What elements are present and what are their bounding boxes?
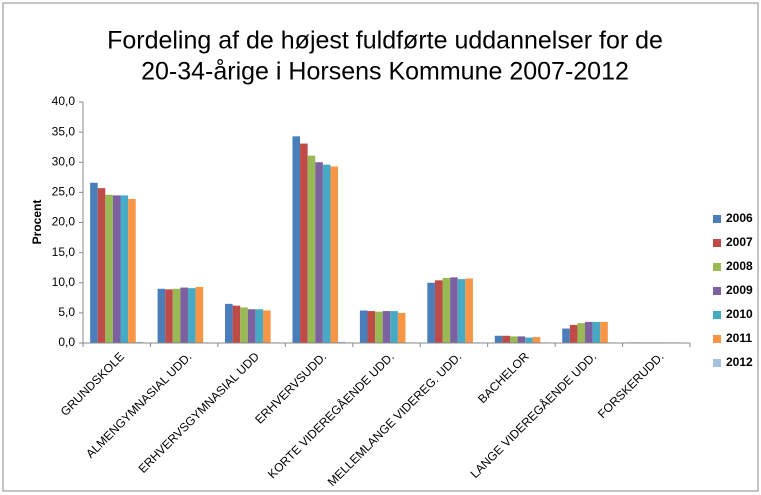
x-tick-label: KORTE VIDEREGÅENDE UDD. [264, 349, 397, 482]
y-tick-label: 30,0 [52, 154, 76, 168]
legend-swatch [713, 311, 721, 319]
bar [502, 335, 510, 343]
bar [525, 337, 533, 343]
bar [97, 188, 106, 343]
legend-label: 2011 [726, 331, 752, 345]
bar [330, 166, 339, 343]
y-tick-label: 25,0 [52, 185, 76, 199]
legend-swatch [713, 359, 721, 367]
x-tick-label: GRUNDSKOLE [58, 349, 127, 418]
x-tick-label: ERHVERVSUDD. [252, 349, 329, 426]
bar [465, 278, 473, 343]
legend-swatch [713, 335, 721, 343]
bar [450, 277, 458, 343]
y-tick-label: 0,0 [58, 335, 75, 349]
bar [232, 305, 241, 343]
bar [509, 336, 518, 343]
x-tick-label: MELLEMLANGE VIDEREG. UDD. [325, 349, 465, 489]
legend-label: 2008 [726, 259, 753, 273]
legend-swatch [713, 239, 721, 247]
bar [494, 335, 503, 343]
bar [247, 309, 256, 343]
bar [569, 324, 578, 343]
bar [180, 287, 188, 343]
bar [300, 143, 308, 343]
chart-title: 20-34-årige i Horsens Kommune 2007-2012 [141, 58, 629, 86]
y-tick-label: 15,0 [52, 245, 76, 259]
bar [112, 195, 121, 343]
x-tick-label: FORSKERUDD. [595, 349, 667, 421]
legend-label: 2007 [726, 235, 753, 249]
bar [442, 277, 451, 343]
y-tick-label: 5,0 [58, 305, 75, 319]
bar [315, 162, 323, 343]
bar [240, 307, 248, 343]
x-tick-label: LANGE VIDEREGÅENDE UDD. [467, 349, 599, 481]
bar [195, 286, 204, 343]
bar [382, 311, 391, 343]
legend-label: 2006 [726, 211, 753, 225]
bar [90, 182, 98, 343]
bar [322, 164, 331, 343]
chart-title: Fordeling af de højest fuldførte uddanne… [107, 27, 663, 55]
bar [120, 195, 129, 343]
bar [592, 321, 601, 343]
legend-label: 2012 [726, 355, 753, 369]
bar [367, 311, 376, 343]
bar [105, 194, 113, 343]
bar [307, 155, 316, 343]
bar [427, 282, 435, 343]
bar [165, 289, 173, 343]
y-tick-label: 35,0 [52, 124, 76, 138]
bar [338, 341, 346, 343]
bar [457, 279, 466, 343]
legend-swatch [713, 215, 721, 223]
y-tick-label: 10,0 [52, 275, 76, 289]
y-axis-label: Procent [30, 200, 44, 245]
y-tick-label: 40,0 [52, 94, 76, 108]
bar [600, 321, 608, 343]
bar [187, 288, 196, 343]
bar [157, 288, 166, 343]
bar [128, 199, 136, 343]
bar [517, 336, 526, 343]
legend-label: 2010 [726, 307, 753, 321]
legend-swatch [713, 287, 721, 295]
bar [263, 310, 271, 343]
bar [172, 288, 181, 343]
bar [375, 311, 383, 343]
bar [532, 336, 541, 343]
bar [390, 311, 398, 343]
legend-label: 2009 [726, 283, 753, 297]
bar [585, 321, 593, 343]
bar [577, 323, 586, 343]
bar [255, 309, 264, 343]
x-tick-label: BACHELOR [475, 349, 532, 406]
bar [225, 303, 233, 343]
bar [292, 136, 301, 343]
legend-swatch [713, 263, 721, 271]
bar [562, 328, 570, 343]
bar [397, 312, 406, 343]
bar [434, 280, 443, 343]
bar [135, 341, 144, 343]
bar [359, 310, 368, 343]
y-tick-label: 20,0 [52, 215, 76, 229]
x-tick-label: ERHVERVSGYMNASIAL UDD [136, 349, 263, 476]
